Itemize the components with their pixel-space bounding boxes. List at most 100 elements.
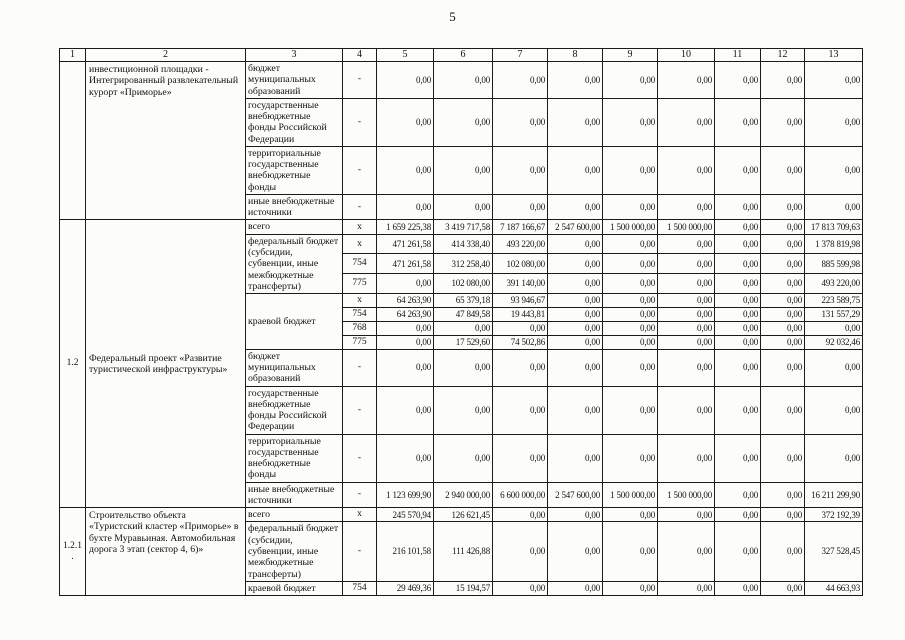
value-cell: 0,00: [376, 433, 434, 483]
value-cell: 0,00: [602, 233, 658, 255]
budget-type-cell: всего: [245, 507, 343, 523]
value-cell: 0,00: [714, 145, 761, 195]
value-cell: 0,00: [804, 385, 863, 435]
column-header: 2: [85, 48, 246, 62]
budget-type-cell: территориальные государственные внебюдже…: [245, 145, 343, 195]
value-cell: 0,00: [492, 433, 548, 483]
value-cell: 131 557,29: [804, 306, 863, 322]
value-cell: 0,00: [376, 320, 434, 336]
code-cell: 775: [342, 334, 377, 350]
value-cell: 0,00: [547, 253, 603, 275]
value-cell: 0,00: [714, 219, 761, 235]
value-cell: 0,00: [804, 433, 863, 483]
row-id-cell: 1.2.1.: [59, 507, 86, 597]
code-cell: x: [342, 507, 377, 523]
table-row: бюджет муниципальных образований -0,00 0,0…: [60, 348, 863, 387]
table-row: 1.2 Федеральный проект «Развитие туристич…: [59, 219, 863, 509]
value-cell: 0,00: [602, 293, 658, 308]
value-cell: 0,00: [376, 97, 434, 147]
value-cell: 0,00: [760, 580, 805, 597]
value-cell: 0,00: [602, 61, 658, 99]
table-row: краевой бюджет 754 29 469,36 15 194,57 0,00 0…: [60, 580, 863, 597]
value-cell: 0,00: [760, 348, 805, 387]
table-row: федеральный бюджет (субсидии, субвенции,…: [60, 233, 863, 295]
budget-type-cell: бюджет муниципальных образований: [245, 61, 343, 99]
value-cell: 0,00: [760, 521, 805, 582]
value-cell: 0,00: [602, 507, 658, 523]
value-cell: 16 211 299,90: [804, 481, 863, 509]
value-cell: 0,00: [657, 385, 715, 435]
project-name-cell: Строительство объекта «Туристский класте…: [85, 507, 246, 597]
value-cell: 0,00: [547, 348, 603, 387]
value-cell: 92 032,46: [804, 334, 863, 350]
value-cell: 0,00: [657, 334, 715, 350]
value-cell: 1 500 000,00: [657, 481, 715, 509]
value-cell: 7 187 166,67: [492, 219, 548, 235]
value-cell: 15 194,57: [433, 580, 493, 597]
value-cell: 414 338,40: [433, 233, 493, 255]
value-cell: 0,00: [602, 348, 658, 387]
code-cell: 754: [342, 253, 377, 275]
value-cell: 2 547 600,00: [547, 219, 603, 235]
value-cell: 0,00: [547, 97, 603, 147]
page-number: 5: [449, 9, 456, 24]
value-cell: 0,00: [657, 320, 715, 336]
value-cell: 0,00: [657, 97, 715, 147]
value-cell: 0,00: [657, 293, 715, 308]
table-row: иные внебюджетные источники -0,00 0,00 0,00…: [60, 193, 863, 221]
value-cell: 0,00: [547, 385, 603, 435]
value-cell: 0,00: [602, 433, 658, 483]
column-header: 8: [547, 48, 603, 62]
value-cell: 0,00: [547, 273, 603, 295]
column-header: 3: [245, 48, 343, 62]
value-cell: 0,00: [714, 385, 761, 435]
value-cell: 0,00: [433, 385, 493, 435]
value-cell: 0,00: [547, 521, 603, 582]
value-cell: 0,00: [433, 348, 493, 387]
code-cell: -: [342, 61, 377, 99]
value-cell: 111 426,88: [433, 521, 493, 582]
value-cell: 0,00: [547, 233, 603, 255]
value-cell: 0,00: [714, 253, 761, 275]
value-cell: 0,00: [492, 580, 548, 597]
value-cell: 1 500 000,00: [602, 219, 658, 235]
code-cell: 754: [342, 306, 377, 322]
value-cell: 65 379,18: [433, 293, 493, 308]
value-cell: 0,00: [376, 385, 434, 435]
value-cell: 493 220,00: [492, 233, 548, 255]
column-header: 11: [714, 48, 761, 62]
budget-type-cell: иные внебюджетные источники: [245, 481, 343, 509]
value-cell: 0,00: [760, 433, 805, 483]
value-cell: 372 192,39: [804, 507, 863, 523]
value-cell: 2 547 600,00: [547, 481, 603, 509]
value-cell: 0,00: [547, 334, 603, 350]
value-cell: 3 419 717,58: [433, 219, 493, 235]
value-cell: 0,00: [760, 253, 805, 275]
code-cell: 768: [342, 320, 377, 336]
value-cell: 0,00: [714, 348, 761, 387]
value-cell: 0,00: [547, 61, 603, 99]
table-row: инвестиционной площадки - Интегрированны…: [59, 60, 863, 221]
value-cell: 391 140,00: [492, 273, 548, 295]
value-cell: 126 621,45: [433, 507, 493, 523]
code-cell: -: [342, 433, 377, 483]
value-cell: 0,00: [657, 306, 715, 322]
value-cell: 0,00: [804, 97, 863, 147]
code-cell: -: [342, 385, 377, 435]
value-cell: 0,00: [714, 273, 761, 295]
budget-type-cell: всего: [245, 219, 343, 235]
value-cell: 0,00: [714, 433, 761, 483]
value-cell: 0,00: [760, 320, 805, 336]
value-cell: 0,00: [804, 145, 863, 195]
column-header: 1: [59, 48, 86, 62]
value-cell: 0,00: [492, 507, 548, 523]
value-cell: 0,00: [492, 521, 548, 582]
table-row: 1.2.1. Строительство объекта «Туристский …: [59, 507, 863, 597]
column-header: 9: [602, 48, 658, 62]
value-cell: 1 500 000,00: [657, 219, 715, 235]
value-cell: 0,00: [602, 273, 658, 295]
value-cell: 312 258,40: [433, 253, 493, 275]
value-cell: 0,00: [760, 145, 805, 195]
value-cell: 0,00: [376, 334, 434, 350]
